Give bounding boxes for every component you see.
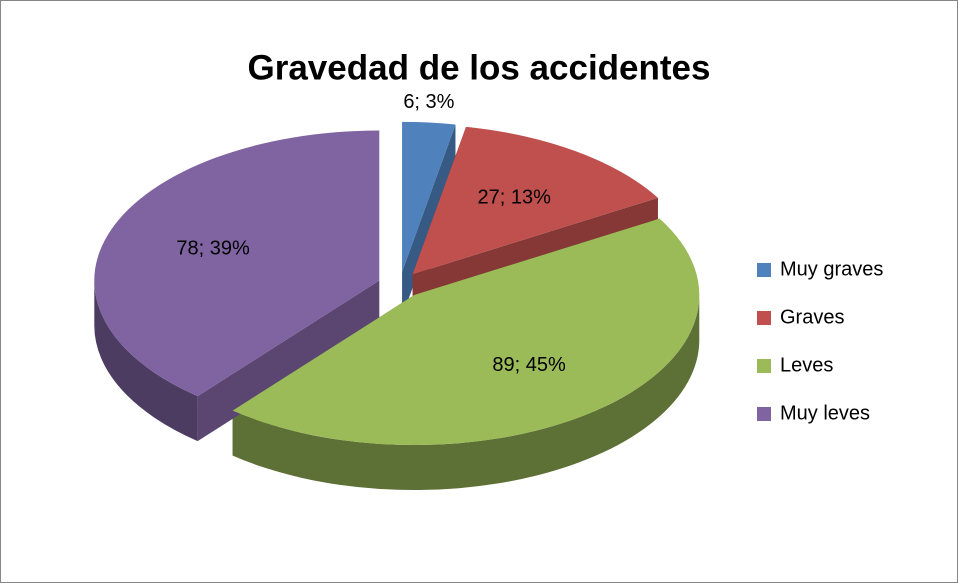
legend-swatch [757,407,771,421]
legend-swatch [757,359,771,373]
data-label: 27; 13% [478,186,552,208]
legend-label: Muy graves [780,258,883,280]
chart-title: Gravedad de los accidentes [248,48,711,87]
slice-edge [232,295,700,491]
legend-label: Muy leves [780,402,870,424]
data-label: 89; 45% [492,354,566,376]
slice-side [197,280,380,442]
legend-swatch [757,311,771,325]
slice [232,218,700,446]
legend-swatch [757,263,771,277]
slice-edge [94,280,198,442]
data-label: 6; 3% [403,91,454,113]
legend-label: Graves [780,306,844,328]
legend-label: Leves [780,354,833,376]
slice [94,130,380,397]
slice [402,121,456,272]
data-label: 78; 39% [176,237,250,259]
slice [412,126,658,275]
